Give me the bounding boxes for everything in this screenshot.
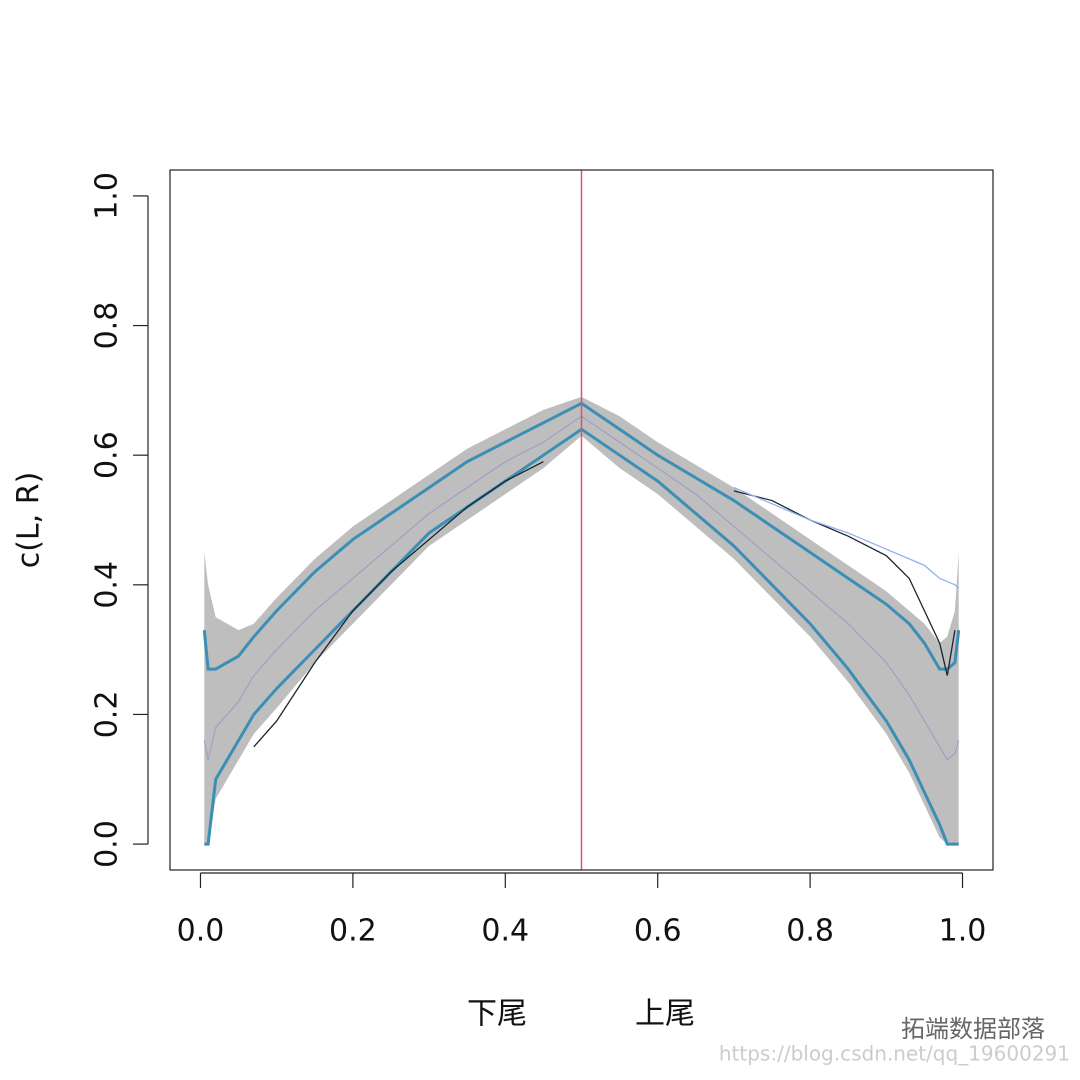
y-tick-label: 0.6	[90, 431, 125, 479]
series-line	[203, 415, 960, 761]
y-tick-label: 0.2	[90, 691, 125, 739]
series-line	[202, 401, 961, 671]
series-line	[733, 486, 960, 589]
x-axis-label: 上尾	[635, 997, 695, 1032]
y-tick-label: 0.4	[90, 561, 125, 609]
watermark: 拓端数据部落	[901, 1015, 1045, 1043]
x-tick-label: 0.0	[177, 914, 225, 949]
plot-box	[169, 169, 994, 871]
x-tick-label: 1.0	[939, 914, 987, 949]
y-tick-label: 0.0	[90, 820, 125, 868]
series-line	[204, 427, 959, 846]
y-axis-label: c(L, R)	[12, 472, 47, 569]
y-tick-label: 0.8	[90, 302, 125, 350]
series-line	[253, 461, 956, 748]
x-tick-label: 0.8	[786, 914, 834, 949]
x-tick-label: 0.4	[481, 914, 529, 949]
x-axis-label: 下尾	[467, 997, 527, 1032]
watermark: https://blog.csdn.net/qq_19600291	[719, 1042, 1070, 1066]
x-tick-label: 0.2	[329, 914, 377, 949]
y-tick-label: 1.0	[90, 172, 125, 220]
x-tick-label: 0.6	[634, 914, 682, 949]
simulation-band	[204, 396, 959, 845]
